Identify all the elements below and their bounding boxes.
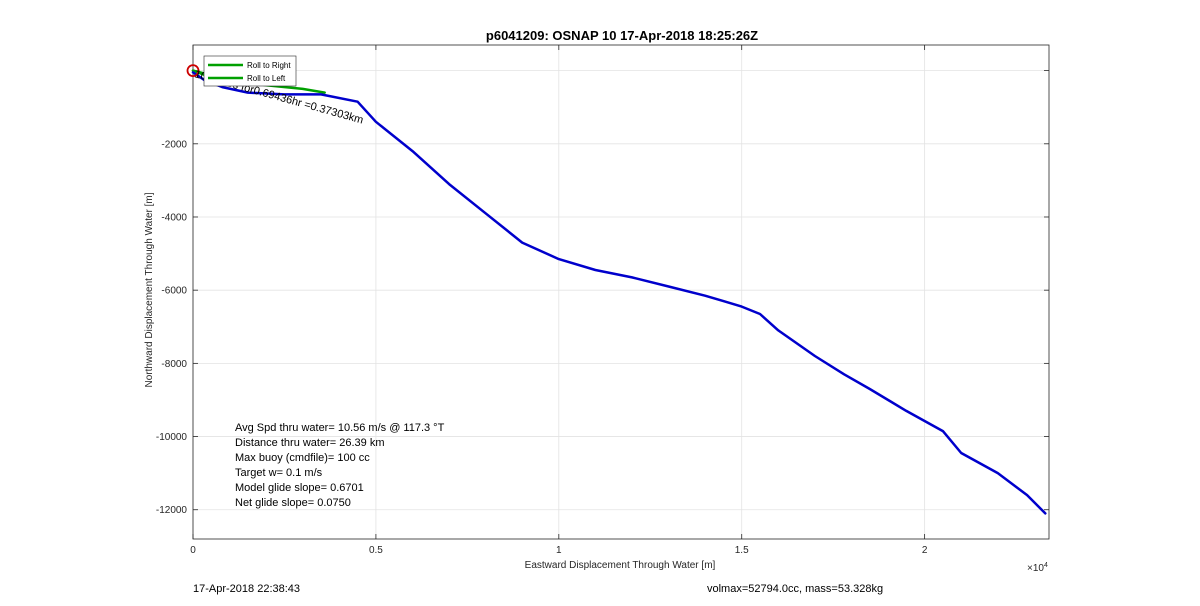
legend-box [203,55,297,87]
legend: Roll to Right Roll to Left [203,55,297,87]
y-tick-label: -4000 [161,212,187,223]
glider-track-line [191,71,1047,515]
stat-max-buoy: Max buoy (cmdfile)= 100 cc [235,452,370,464]
legend-label-roll-left: Roll to Left [247,74,286,83]
x-tick-label: 2 [922,545,928,556]
plot-frame [192,44,1050,540]
x-tick-label: 0 [190,545,196,556]
ticks: 0 0.5 1 1.5 2 -12000 -10000 -8000 -6000 -4000 -200… [156,45,1049,556]
x-exponent-label: ×104 [1027,562,1048,574]
stats-block: Avg Spd thru water= 10.56 m/s @ 117.3 °T… [235,422,445,509]
chart-title: p6041209: OSNAP 10 17-Apr-2018 18:25:26Z [486,28,758,43]
grid [192,45,1049,539]
stat-model-glide-slope: Model glide slope= 0.6701 [235,482,364,494]
x-tick-label: 1 [556,545,562,556]
stat-avg-speed: Avg Spd thru water= 10.56 m/s @ 117.3 °T [235,422,445,434]
y-tick-label: -6000 [161,286,187,297]
legend-label-roll-right: Roll to Right [247,61,291,70]
footer-timestamp: 17-Apr-2018 22:38:43 [193,583,301,595]
x-axis-label: Eastward Displacement Through Water [m] [525,560,716,571]
stat-target-w: Target w= 0.1 m/s [235,467,323,479]
stat-distance: Distance thru water= 26.39 km [235,437,385,449]
y-tick-label: -8000 [161,359,187,370]
x-tick-label: 1.5 [735,545,749,556]
x-tick-label: 0.5 [369,545,383,556]
y-axis-label: Northward Displacement Through Water [m] [144,192,155,387]
footer-volmax-mass: volmax=52794.0cc, mass=53.328kg [707,583,884,595]
x-exponent-power: 4 [1044,562,1048,569]
x-exponent-base: ×10 [1027,563,1044,574]
stat-net-glide-slope: Net glide slope= 0.0750 [235,497,351,509]
start-marker [186,64,200,78]
y-tick-label: -12000 [156,505,188,516]
y-tick-label: -2000 [161,139,187,150]
y-tick-label: -10000 [156,432,188,443]
